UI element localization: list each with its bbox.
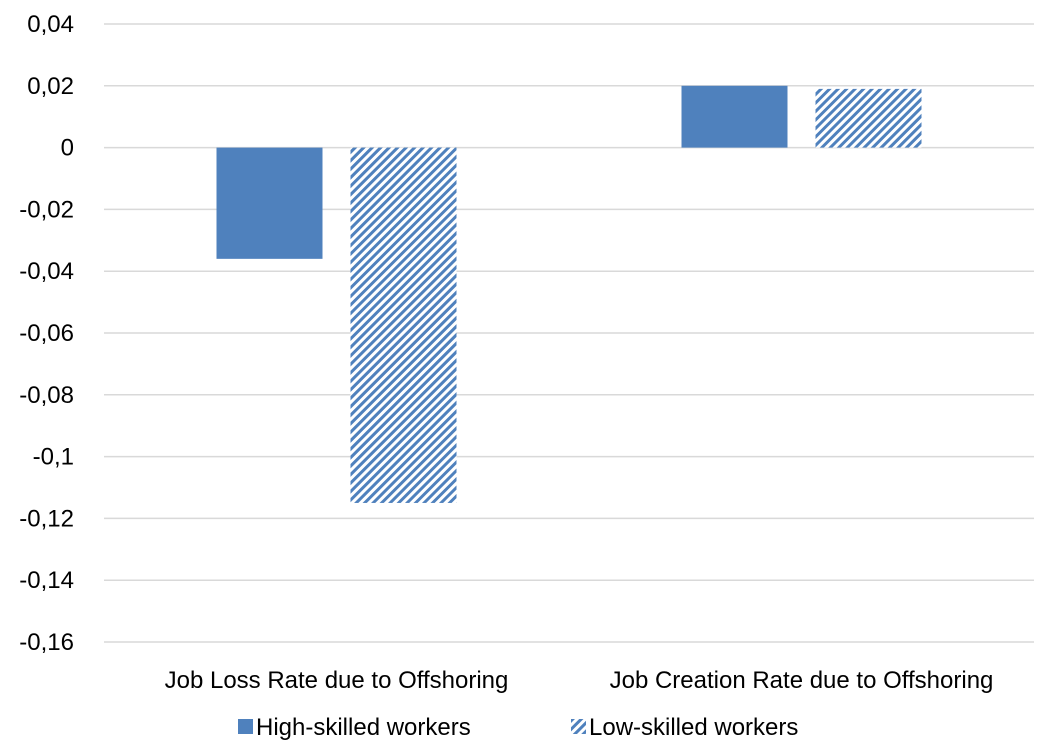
x-category-label: Job Loss Rate due to Offshoring (165, 667, 509, 694)
y-tick-label: -0,14 (19, 567, 74, 594)
legend-label-low-skilled: Low-skilled workers (589, 714, 798, 741)
y-axis-tick-labels: 0,04 0,02 0 -0,02 -0,04 -0,06 -0,08 -0,1 -0,12 -0… (19, 11, 74, 656)
bar-low-skilled-job-creation (815, 88, 922, 148)
y-tick-label: -0,02 (19, 196, 74, 223)
y-tick-label: -0,04 (19, 258, 74, 285)
legend-swatch-high-skilled (238, 719, 253, 734)
bar-low-skilled-job-loss (350, 147, 457, 503)
bar-high-skilled-job-loss (216, 147, 323, 259)
x-category-label: Job Creation Rate due to Offshoring (610, 667, 994, 694)
legend: High-skilled workers Low-skilled workers (238, 714, 798, 741)
x-axis-category-labels: Job Loss Rate due to Offshoring Job Creat… (165, 667, 994, 694)
y-tick-label: -0,1 (33, 444, 74, 471)
y-tick-label: 0,02 (27, 73, 74, 100)
y-tick-label: -0,06 (19, 320, 74, 347)
bar-high-skilled-job-creation (681, 85, 788, 148)
y-tick-label: -0,16 (19, 629, 74, 656)
legend-label-high-skilled: High-skilled workers (256, 714, 471, 741)
legend-swatch-low-skilled (571, 719, 586, 734)
y-tick-label: 0,04 (27, 11, 74, 38)
y-tick-label: -0,12 (19, 505, 74, 532)
y-tick-label: 0 (61, 135, 74, 162)
bars (216, 85, 922, 503)
y-tick-label: -0,08 (19, 382, 74, 409)
